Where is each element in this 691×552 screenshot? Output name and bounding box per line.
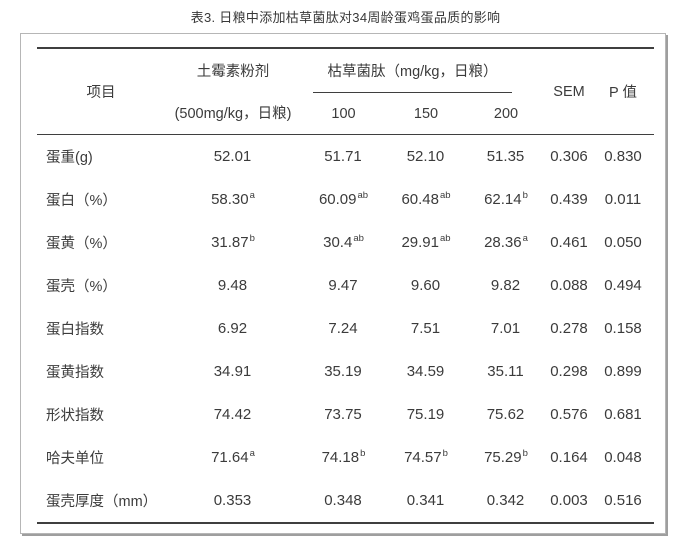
pvalue-cell: 0.830 — [604, 148, 642, 165]
column-header-pvalue: P 值 — [592, 48, 654, 135]
value-cell: 34.91 — [213, 363, 252, 380]
sem-cell: 0.164 — [550, 449, 588, 466]
column-header-sem: SEM — [546, 48, 592, 135]
column-header-dose-200: 200 — [466, 94, 546, 135]
value-cell: 52.10 — [406, 148, 445, 165]
value-cell: 29.91ab — [401, 233, 451, 251]
row-label: 蛋壳（%） — [46, 279, 117, 295]
value-cell: 0.341 — [406, 492, 445, 509]
value-cell: 58.30a — [211, 190, 255, 208]
header-row-1: 项目 土霉素粉剂 (500mg/kg，日粮) 枯草菌肽（mg/kg，日粮） SE… — [37, 48, 654, 135]
column-header-item: 项目 — [37, 48, 165, 135]
table-row: 蛋壳（%） 9.48 9.47 9.60 9.82 0.088 0.494 — [37, 264, 654, 307]
value-cell: 60.48ab — [401, 190, 451, 208]
value-cell: 28.36a — [484, 233, 528, 251]
pvalue-cell: 0.050 — [604, 234, 642, 251]
column-header-dose-150: 150 — [386, 94, 466, 135]
row-label: 蛋壳厚度（mm） — [46, 494, 158, 510]
value-cell: 35.19 — [324, 363, 362, 380]
row-label: 蛋黄指数 — [46, 365, 104, 381]
table-row: 蛋壳厚度（mm） 0.353 0.348 0.341 0.342 0.003 0… — [37, 479, 654, 523]
value-cell: 75.29b — [484, 448, 528, 466]
row-label: 蛋黄（%） — [46, 236, 117, 252]
value-cell: 0.353 — [213, 492, 252, 509]
pvalue-cell: 0.516 — [604, 492, 642, 509]
sem-cell: 0.003 — [550, 492, 588, 509]
value-cell: 9.48 — [217, 277, 248, 294]
antibiotic-dose: (500mg/kg，日粮) — [174, 106, 292, 123]
value-cell: 9.82 — [490, 277, 521, 294]
row-label: 蛋白（%） — [46, 193, 117, 209]
row-label: 蛋重(g) — [46, 150, 93, 166]
value-cell: 75.62 — [486, 406, 525, 423]
egg-quality-table: 项目 土霉素粉剂 (500mg/kg，日粮) 枯草菌肽（mg/kg，日粮） SE… — [37, 47, 654, 524]
value-cell: 71.64a — [211, 448, 255, 466]
table-row: 哈夫单位 71.64a 74.18b 74.57b 75.29b 0.164 0… — [37, 436, 654, 479]
value-cell: 7.24 — [328, 320, 358, 337]
antibiotic-name: 土霉素粉剂 — [196, 63, 270, 80]
sem-cell: 0.461 — [550, 234, 588, 251]
column-header-bacitracin-group: 枯草菌肽（mg/kg，日粮） — [301, 48, 546, 94]
pvalue-cell: 0.494 — [604, 277, 642, 294]
bacitracin-group-label: 枯草菌肽（mg/kg，日粮） — [313, 49, 512, 93]
value-cell: 52.01 — [213, 148, 252, 165]
value-cell: 51.35 — [486, 148, 525, 165]
value-cell: 34.59 — [406, 363, 445, 380]
table-row: 形状指数 74.42 73.75 75.19 75.62 0.576 0.681 — [37, 393, 654, 436]
value-cell: 73.75 — [324, 406, 362, 423]
table-row: 蛋白（%） 58.30a 60.09ab 60.48ab 62.14b 0.43… — [37, 178, 654, 221]
column-header-antibiotic: 土霉素粉剂 (500mg/kg，日粮) — [165, 48, 301, 135]
sem-cell: 0.306 — [550, 148, 588, 165]
table-row: 蛋重(g) 52.01 51.71 52.10 51.35 0.306 0.83… — [37, 135, 654, 179]
sem-cell: 0.088 — [550, 277, 588, 294]
sem-cell: 0.298 — [550, 363, 588, 380]
value-cell: 0.342 — [486, 492, 525, 509]
pvalue-cell: 0.048 — [604, 449, 642, 466]
sem-cell: 0.278 — [550, 320, 588, 337]
value-cell: 75.19 — [406, 406, 445, 423]
table-panel: 项目 土霉素粉剂 (500mg/kg，日粮) 枯草菌肽（mg/kg，日粮） SE… — [20, 33, 666, 534]
header-row-2: 100 150 200 — [37, 94, 654, 135]
table-row: 蛋黄（%） 31.87b 30.4ab 29.91ab 28.36a 0.461… — [37, 221, 654, 264]
table-caption: 表3. 日粮中添加枯草菌肽对34周龄蛋鸡蛋品质的影响 — [190, 10, 501, 25]
value-cell: 7.51 — [410, 320, 441, 337]
sem-cell: 0.439 — [550, 191, 588, 208]
value-cell: 6.92 — [217, 320, 248, 337]
value-cell: 9.47 — [328, 277, 358, 294]
table-row: 蛋黄指数 34.91 35.19 34.59 35.11 0.298 0.899 — [37, 350, 654, 393]
value-cell: 0.348 — [324, 492, 362, 509]
value-cell: 74.57b — [404, 448, 448, 466]
value-cell: 62.14b — [484, 190, 528, 208]
sem-cell: 0.576 — [550, 406, 588, 423]
value-cell: 74.18b — [321, 448, 366, 466]
pvalue-cell: 0.158 — [604, 320, 642, 337]
value-cell: 31.87b — [211, 233, 255, 251]
value-cell: 74.42 — [213, 406, 252, 423]
value-cell: 60.09ab — [318, 190, 369, 208]
row-label: 形状指数 — [46, 408, 104, 424]
pvalue-cell: 0.011 — [604, 191, 642, 208]
value-cell: 7.01 — [490, 320, 521, 337]
pvalue-cell: 0.899 — [604, 363, 642, 380]
column-header-dose-100: 100 — [301, 94, 386, 135]
row-label: 哈夫单位 — [46, 451, 104, 467]
value-cell: 35.11 — [487, 363, 524, 380]
value-cell: 51.71 — [324, 148, 362, 165]
row-label: 蛋白指数 — [46, 322, 104, 338]
pvalue-cell: 0.681 — [604, 406, 642, 423]
value-cell: 30.4ab — [323, 233, 364, 251]
value-cell: 9.60 — [410, 277, 441, 294]
table-row: 蛋白指数 6.92 7.24 7.51 7.01 0.278 0.158 — [37, 307, 654, 350]
